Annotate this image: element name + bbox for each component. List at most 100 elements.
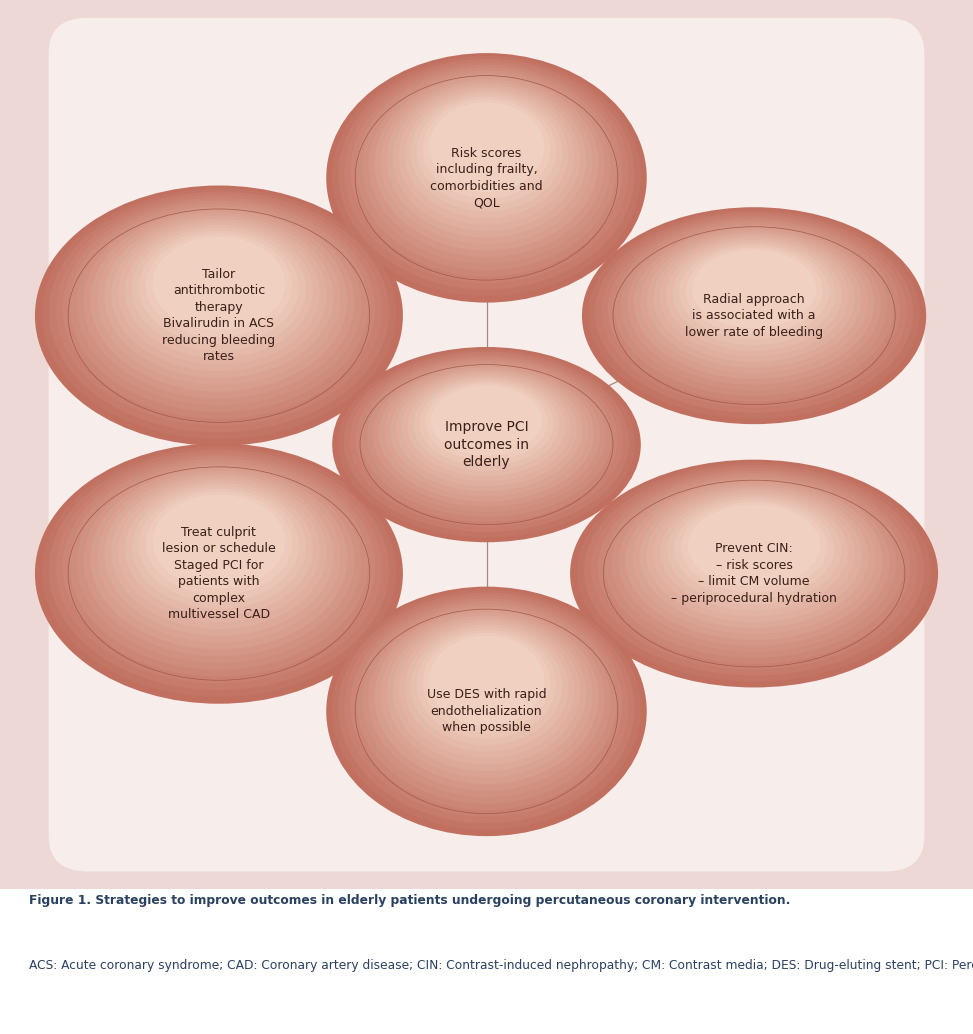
Ellipse shape [350, 65, 623, 277]
Ellipse shape [688, 505, 820, 586]
Ellipse shape [422, 633, 551, 732]
Ellipse shape [131, 486, 306, 609]
Text: Tailor
antithrombotic
therapy
Bivalirudin in ACS
reducing bleeding
rates: Tailor antithrombotic therapy Bivalirudi… [162, 268, 275, 363]
Ellipse shape [672, 242, 836, 345]
Ellipse shape [392, 85, 581, 232]
Ellipse shape [653, 491, 855, 616]
Ellipse shape [402, 374, 571, 481]
Ellipse shape [104, 216, 334, 378]
Ellipse shape [660, 494, 848, 610]
Ellipse shape [384, 367, 589, 496]
Ellipse shape [570, 460, 938, 688]
Ellipse shape [338, 349, 635, 538]
Ellipse shape [431, 386, 542, 456]
Ellipse shape [425, 384, 548, 461]
Ellipse shape [582, 207, 926, 424]
Ellipse shape [429, 102, 544, 192]
Ellipse shape [111, 218, 327, 371]
Ellipse shape [621, 222, 887, 390]
Text: Risk scores
including frailty,
comorbidities and
QOL: Risk scores including frailty, comorbidi… [430, 147, 543, 209]
Text: Figure 1. Strategies to improve outcomes in elderly patients undergoing percutan: Figure 1. Strategies to improve outcomes… [29, 894, 791, 908]
Ellipse shape [429, 636, 544, 726]
Ellipse shape [674, 499, 834, 599]
Ellipse shape [361, 358, 612, 517]
Ellipse shape [55, 453, 382, 683]
Ellipse shape [369, 607, 604, 791]
Ellipse shape [35, 185, 403, 446]
Ellipse shape [153, 237, 285, 331]
Ellipse shape [339, 59, 634, 290]
Ellipse shape [380, 79, 593, 244]
Ellipse shape [640, 230, 868, 373]
Ellipse shape [97, 470, 341, 643]
Ellipse shape [349, 354, 624, 527]
Text: Use DES with rapid
endothelialization
when possible: Use DES with rapid endothelialization wh… [427, 689, 546, 734]
Ellipse shape [111, 477, 327, 629]
Ellipse shape [411, 93, 562, 212]
Ellipse shape [653, 235, 855, 362]
Ellipse shape [577, 462, 931, 681]
Ellipse shape [628, 224, 881, 385]
Ellipse shape [362, 604, 611, 797]
Ellipse shape [667, 496, 842, 605]
Text: Treat culprit
lesion or schedule
Staged PCI for
patients with
complex
multivesse: Treat culprit lesion or schedule Staged … [162, 526, 275, 621]
Ellipse shape [619, 478, 889, 646]
Ellipse shape [660, 238, 848, 357]
Ellipse shape [375, 77, 598, 250]
Ellipse shape [692, 250, 816, 328]
Ellipse shape [608, 217, 900, 401]
Ellipse shape [77, 461, 361, 663]
Ellipse shape [104, 474, 334, 636]
Ellipse shape [405, 625, 568, 752]
Ellipse shape [399, 621, 574, 758]
Ellipse shape [597, 470, 911, 664]
Ellipse shape [153, 494, 285, 588]
Ellipse shape [131, 227, 306, 351]
Ellipse shape [392, 618, 581, 765]
Ellipse shape [375, 610, 598, 784]
Ellipse shape [604, 473, 904, 658]
Ellipse shape [125, 224, 313, 358]
Ellipse shape [146, 234, 292, 337]
Ellipse shape [350, 599, 623, 811]
FancyBboxPatch shape [49, 18, 924, 872]
Ellipse shape [332, 589, 641, 829]
Ellipse shape [681, 501, 827, 592]
Text: Improve PCI
outcomes in
elderly: Improve PCI outcomes in elderly [444, 420, 529, 469]
Ellipse shape [646, 489, 862, 622]
Ellipse shape [633, 227, 875, 379]
Ellipse shape [332, 56, 641, 296]
Ellipse shape [326, 586, 647, 837]
Ellipse shape [84, 464, 354, 657]
Ellipse shape [378, 365, 595, 501]
Ellipse shape [326, 53, 647, 303]
Ellipse shape [97, 213, 341, 385]
Ellipse shape [405, 91, 568, 218]
Ellipse shape [367, 361, 606, 512]
Ellipse shape [332, 347, 641, 542]
Ellipse shape [49, 191, 389, 432]
Ellipse shape [414, 378, 559, 472]
Ellipse shape [591, 467, 918, 670]
Text: Radial approach
is associated with a
lower rate of bleeding: Radial approach is associated with a low… [685, 293, 823, 339]
FancyBboxPatch shape [0, 0, 973, 924]
Ellipse shape [369, 73, 604, 257]
Ellipse shape [584, 465, 924, 675]
Ellipse shape [118, 480, 320, 622]
Ellipse shape [90, 210, 347, 392]
Ellipse shape [42, 447, 396, 697]
Ellipse shape [355, 356, 618, 522]
Ellipse shape [626, 481, 883, 640]
Ellipse shape [42, 188, 396, 439]
Ellipse shape [386, 615, 587, 771]
Ellipse shape [601, 215, 907, 407]
Ellipse shape [62, 197, 376, 419]
Ellipse shape [356, 67, 617, 270]
Ellipse shape [344, 62, 629, 283]
Ellipse shape [408, 376, 565, 477]
Ellipse shape [77, 204, 361, 405]
Ellipse shape [595, 212, 914, 413]
Ellipse shape [49, 450, 389, 690]
Ellipse shape [118, 221, 320, 365]
Ellipse shape [90, 467, 347, 649]
